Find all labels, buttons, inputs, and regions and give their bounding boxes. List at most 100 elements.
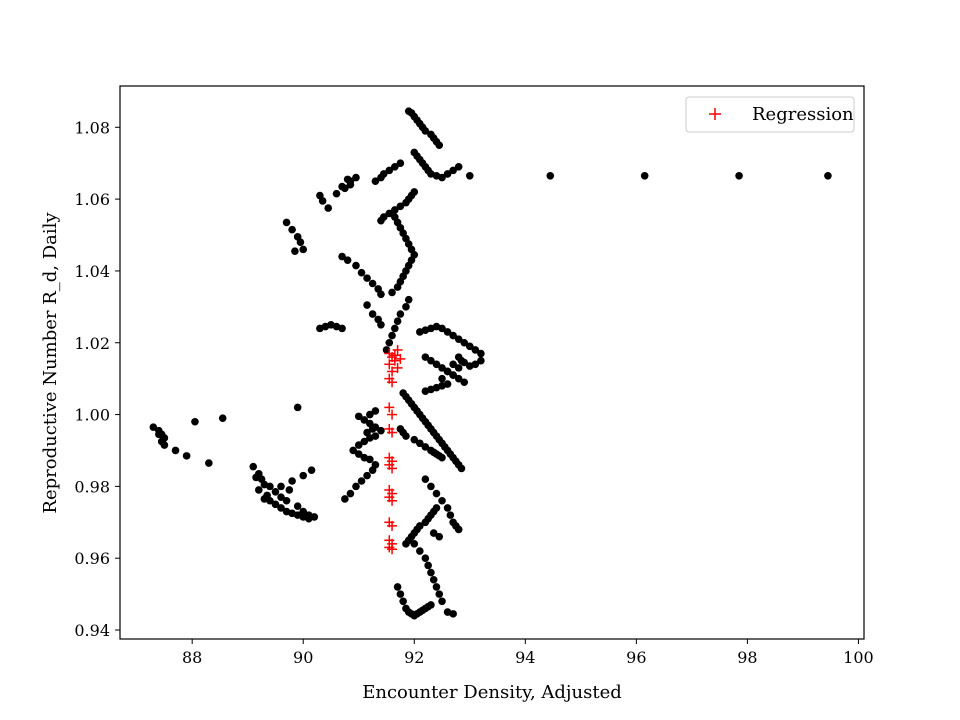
data-point xyxy=(410,188,419,196)
data-point xyxy=(271,487,280,496)
data-point xyxy=(360,437,369,446)
data-point xyxy=(304,511,313,519)
data-point xyxy=(416,547,424,555)
data-point xyxy=(338,252,346,261)
data-point xyxy=(438,324,446,333)
data-point xyxy=(371,177,380,185)
data-point xyxy=(368,310,377,318)
data-point xyxy=(293,502,302,510)
data-point xyxy=(421,554,430,563)
y-axis: 0.94 0.96 0.98 1.00 1.02 1.04 1.06 1.08 xyxy=(74,118,120,640)
data-point xyxy=(443,328,452,336)
regression-point xyxy=(387,366,398,377)
data-point xyxy=(191,417,199,426)
x-tick-label: 96 xyxy=(626,648,646,667)
regression-point xyxy=(389,350,400,361)
data-point xyxy=(391,206,399,214)
data-point xyxy=(266,482,274,491)
data-point xyxy=(460,378,469,387)
data-point xyxy=(391,213,399,221)
data-point xyxy=(293,403,302,412)
data-point xyxy=(438,364,446,372)
data-point xyxy=(457,464,466,473)
data-point xyxy=(363,301,371,309)
data-point xyxy=(385,338,394,347)
data-point xyxy=(410,435,419,444)
x-tick-label: 90 xyxy=(293,648,313,667)
data-point xyxy=(385,166,394,175)
data-point xyxy=(454,374,463,383)
data-point xyxy=(640,171,649,180)
data-point xyxy=(288,225,296,234)
data-point xyxy=(454,525,463,534)
data-point xyxy=(149,423,158,431)
x-tick-label: 94 xyxy=(515,648,535,667)
data-point xyxy=(352,261,360,270)
data-point xyxy=(366,410,374,419)
data-point xyxy=(377,320,385,329)
data-point xyxy=(396,159,405,168)
x-tick-label: 100 xyxy=(843,648,874,667)
data-point xyxy=(438,597,446,606)
data-point xyxy=(438,173,446,182)
regression-point xyxy=(395,353,406,364)
data-point xyxy=(432,504,441,512)
data-point xyxy=(341,495,349,503)
data-point xyxy=(371,432,380,440)
data-point xyxy=(396,310,405,318)
data-point xyxy=(421,353,430,361)
legend: Regression xyxy=(685,96,855,133)
regression-point xyxy=(392,362,403,373)
plot-frame xyxy=(119,85,865,640)
x-axis: 88 90 92 94 96 98 100 xyxy=(182,639,874,667)
regression-point xyxy=(387,409,398,420)
data-point xyxy=(438,374,446,383)
data-point xyxy=(277,482,285,491)
data-point xyxy=(255,486,263,494)
data-point xyxy=(404,295,413,304)
data-point xyxy=(443,504,452,512)
data-point xyxy=(429,529,438,537)
data-point xyxy=(352,173,360,182)
data-point xyxy=(363,428,371,437)
data-point xyxy=(402,432,410,440)
data-point xyxy=(357,477,366,485)
data-point xyxy=(421,127,430,135)
data-point xyxy=(432,360,441,369)
regression-point xyxy=(392,344,403,355)
data-point xyxy=(421,443,430,451)
data-point xyxy=(363,274,371,282)
y-tick-label: 0.98 xyxy=(74,477,110,496)
data-point xyxy=(427,601,435,609)
data-point xyxy=(352,482,360,491)
regression-point xyxy=(387,427,398,438)
data-point xyxy=(427,356,435,365)
legend-regression-label: Regression xyxy=(752,104,854,125)
data-point xyxy=(266,496,274,505)
data-point xyxy=(379,213,388,221)
data-point xyxy=(368,279,377,288)
data-point xyxy=(382,346,391,354)
y-tick-label: 0.96 xyxy=(74,549,110,568)
data-point xyxy=(371,461,380,469)
data-point xyxy=(477,356,485,365)
x-tick-label: 92 xyxy=(404,648,424,667)
data-point xyxy=(377,290,385,299)
data-point xyxy=(332,189,341,198)
data-point xyxy=(299,507,308,516)
data-point xyxy=(438,453,446,462)
data-point xyxy=(385,209,394,218)
data-point xyxy=(449,610,457,618)
data-point xyxy=(429,575,438,584)
regression-point xyxy=(387,463,398,474)
data-point xyxy=(349,446,357,455)
data-point xyxy=(393,583,402,591)
data-point xyxy=(249,462,258,471)
y-axis-label: Reproductive Number R_d, Daily xyxy=(40,212,61,514)
data-point xyxy=(546,171,555,180)
x-tick-label: 88 xyxy=(182,648,202,667)
data-point xyxy=(368,425,377,433)
regression-point xyxy=(384,359,395,370)
data-point xyxy=(396,590,405,598)
data-point xyxy=(424,561,432,570)
